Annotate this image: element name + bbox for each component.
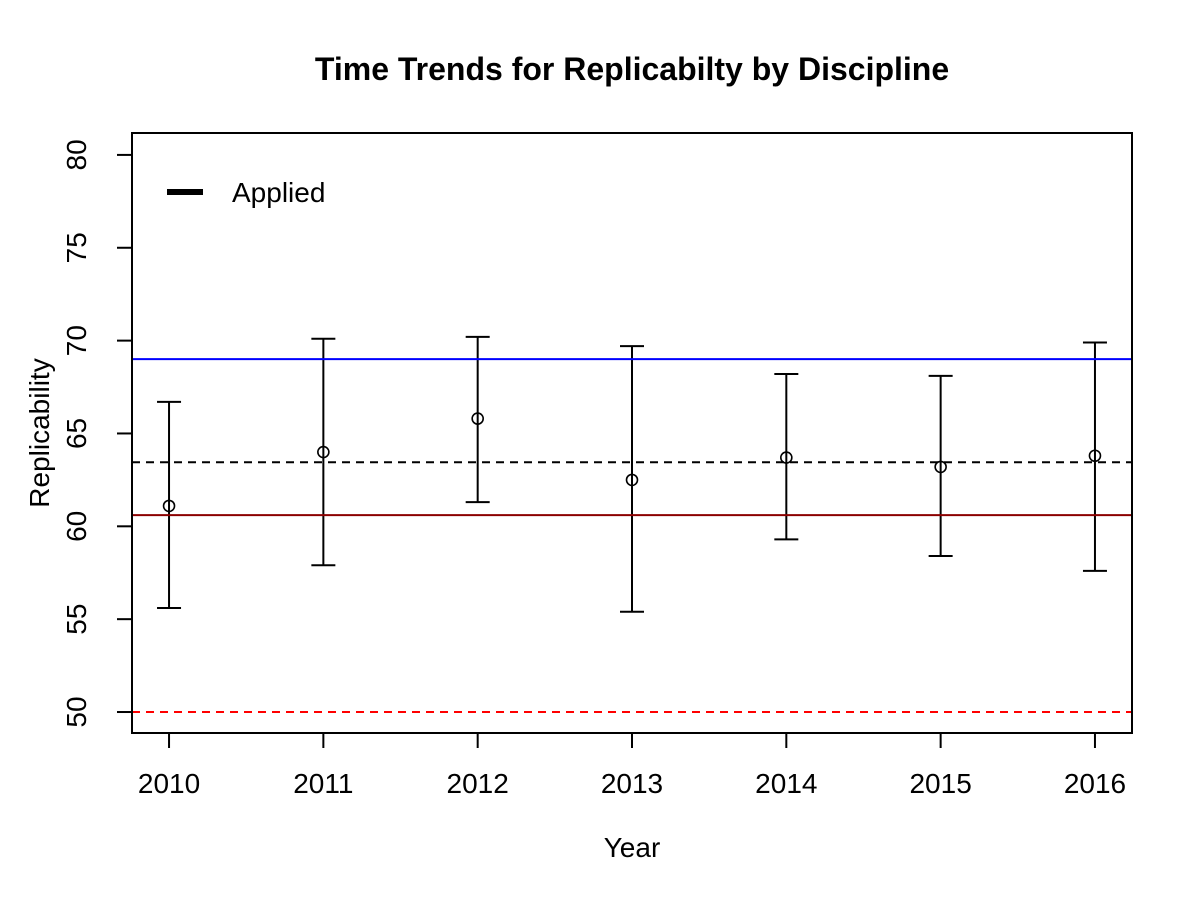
legend-label: Applied (232, 177, 325, 208)
data-point-marker (934, 460, 947, 474)
y-tick-label: 80 (61, 139, 92, 170)
x-tick-label: 2013 (601, 768, 663, 799)
x-tick-label: 2016 (1064, 768, 1126, 799)
x-axis-label: Year (603, 832, 661, 863)
x-tick-label: 2010 (138, 768, 200, 799)
x-tick-label: 2011 (293, 768, 353, 799)
y-tick-label: 60 (61, 511, 92, 542)
data-point-marker (471, 412, 484, 425)
x-tick-label: 2012 (447, 768, 509, 799)
data-point-marker (317, 445, 330, 459)
x-tick-label: 2015 (909, 768, 971, 799)
y-tick-label: 70 (61, 325, 92, 356)
data-point-marker (1088, 449, 1102, 463)
data-point-marker (780, 451, 793, 464)
x-tick-label: 2014 (755, 768, 817, 799)
data-point-marker (162, 499, 176, 513)
data-point-marker (625, 473, 639, 487)
y-tick-label: 75 (61, 232, 92, 263)
chart-title: Time Trends for Replicabilty by Discipli… (314, 51, 950, 87)
y-tick-label: 65 (61, 418, 92, 449)
y-tick-label: 50 (61, 696, 92, 727)
y-tick-label: 55 (61, 604, 92, 635)
plot-box (131, 132, 1133, 734)
